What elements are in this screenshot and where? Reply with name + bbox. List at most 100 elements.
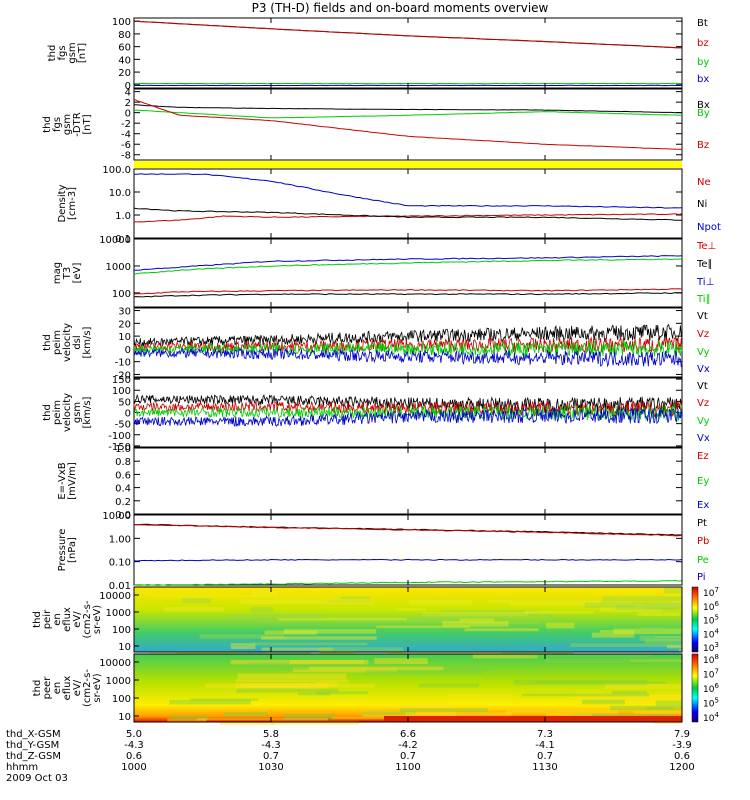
y-tick-label: 4 bbox=[125, 88, 131, 99]
spectrogram-streak bbox=[241, 683, 375, 688]
colorbar-label: 108 bbox=[703, 653, 719, 666]
series-line-Pb bbox=[133, 524, 683, 537]
y-axis-label: dsl bbox=[72, 335, 83, 349]
spectrogram-streak bbox=[570, 713, 674, 717]
y-axis-label: [eV] bbox=[72, 263, 83, 284]
y-axis-label: peir bbox=[42, 609, 53, 629]
y-tick-label: -150 bbox=[108, 442, 131, 453]
spectrogram-streak bbox=[615, 605, 677, 610]
y-tick-label: 0.8 bbox=[115, 457, 131, 468]
spectrogram-streak bbox=[199, 634, 284, 639]
y-tick-label: 1.0 bbox=[115, 444, 131, 455]
y-axis-label: eflux bbox=[62, 607, 73, 632]
spectrogram-streak bbox=[327, 600, 373, 603]
y-axis-label: gsm bbox=[72, 402, 83, 423]
spectrogram-streak bbox=[600, 606, 664, 612]
status-bar bbox=[134, 161, 682, 168]
y-axis-label: [km/s] bbox=[82, 326, 93, 358]
y-tick-label: 0.0 bbox=[115, 510, 131, 521]
spectrogram-streak bbox=[639, 635, 682, 642]
y-tick-label: 100 bbox=[112, 289, 131, 300]
spectrogram-streak bbox=[283, 629, 377, 634]
y-axis-label: gsm bbox=[67, 42, 78, 63]
series-line-By bbox=[133, 109, 682, 119]
spectrogram-streak bbox=[570, 643, 682, 648]
y-axis-label: thd bbox=[42, 116, 53, 133]
legend-Vy: Vy bbox=[697, 347, 710, 358]
legend-Vt: Vt bbox=[697, 381, 708, 392]
legend-Ey: Ey bbox=[697, 476, 709, 487]
series-line-Ti∥ bbox=[133, 258, 683, 275]
spectrogram-streak bbox=[297, 692, 331, 696]
colorbar bbox=[691, 653, 699, 723]
legend-Ex: Ex bbox=[697, 500, 709, 511]
legend-Ti∥: Ti∥ bbox=[696, 294, 711, 305]
spectrogram-streak bbox=[633, 710, 682, 715]
x-row-value: -4.3 bbox=[261, 740, 281, 751]
y-tick-label: 0.1 bbox=[115, 234, 131, 245]
y-axis-label: (cm2-s- bbox=[82, 600, 93, 638]
y-axis-label: eV/ bbox=[72, 679, 83, 696]
y-tick-label: -4 bbox=[121, 130, 131, 141]
spectrogram-streak bbox=[374, 658, 428, 665]
spectrogram-streak bbox=[486, 600, 601, 603]
series-line-Ni bbox=[133, 207, 682, 221]
spectrogram-streak bbox=[308, 666, 444, 671]
y-tick-label: 50 bbox=[118, 397, 131, 408]
y-axis-label: eV/ bbox=[72, 611, 83, 628]
spectrogram-streak bbox=[546, 713, 592, 718]
series-line-Vx bbox=[133, 407, 683, 427]
spectrogram-streak bbox=[335, 617, 462, 623]
y-axis-label: Pressure bbox=[57, 529, 68, 572]
series-line-Pi bbox=[133, 558, 683, 562]
y-tick-label: 20 bbox=[118, 319, 131, 330]
y-tick-label: 80 bbox=[118, 30, 131, 41]
spectrogram-band bbox=[384, 716, 682, 722]
spectrogram-streak bbox=[526, 654, 652, 657]
spectrogram-streak bbox=[459, 618, 495, 622]
series-line-Bx bbox=[133, 104, 683, 114]
y-tick-label: 0.6 bbox=[115, 470, 131, 481]
x-axis-table: thd_X-GSM 5.0 5.8 6.6 7.3 7.9 thd_Y-GSM -4.3 -4.… bbox=[6, 18, 695, 784]
spectrogram-streak bbox=[163, 607, 225, 612]
legend-Vt: Vt bbox=[697, 311, 708, 322]
spectrogram-streak bbox=[182, 598, 211, 604]
spectrogram-streak bbox=[524, 610, 594, 614]
y-axis-label: fgs bbox=[57, 45, 68, 60]
y-axis-label: [km/s] bbox=[82, 396, 93, 428]
spectrogram-streak bbox=[610, 705, 682, 711]
spectrogram-streak bbox=[235, 683, 328, 690]
y-tick-label: 1000 bbox=[106, 676, 131, 687]
spectrogram-streak bbox=[362, 711, 417, 715]
y-axis-label: [nPa] bbox=[67, 537, 78, 563]
spectrogram-streak bbox=[584, 602, 682, 608]
legend-Vy: Vy bbox=[697, 416, 710, 427]
spectrogram-streak bbox=[292, 667, 398, 673]
spectrogram-streak bbox=[545, 658, 680, 663]
spectrogram-streak bbox=[167, 718, 207, 723]
y-tick-label: 10000 bbox=[99, 591, 131, 602]
x-row-value: 5.0 bbox=[126, 729, 142, 740]
y-tick-label: 1.0 bbox=[115, 211, 131, 222]
spectrogram-streak bbox=[230, 659, 369, 665]
x-row-value: -3.9 bbox=[672, 740, 692, 751]
colorbar-label: 105 bbox=[703, 614, 719, 627]
y-tick-label: 10000 bbox=[99, 235, 131, 246]
spectrogram-streak bbox=[506, 709, 619, 715]
legend-Te⊥: Te⊥ bbox=[696, 241, 716, 252]
legend-bx: bx bbox=[697, 74, 709, 85]
y-tick-label: 0.01 bbox=[109, 581, 131, 592]
spectrogram-streak bbox=[237, 673, 347, 680]
spectrogram-streak bbox=[230, 614, 323, 619]
x-row-value: 0.6 bbox=[126, 751, 142, 762]
x-row-value: 1100 bbox=[395, 762, 420, 773]
x-row-value: -4.3 bbox=[124, 740, 144, 751]
legend-by: by bbox=[697, 57, 709, 68]
y-axis-label: -DTR bbox=[72, 112, 83, 136]
spectrogram-streak bbox=[250, 606, 274, 613]
y-tick-label: 0 bbox=[125, 345, 131, 356]
spectrogram-streak bbox=[637, 612, 680, 616]
